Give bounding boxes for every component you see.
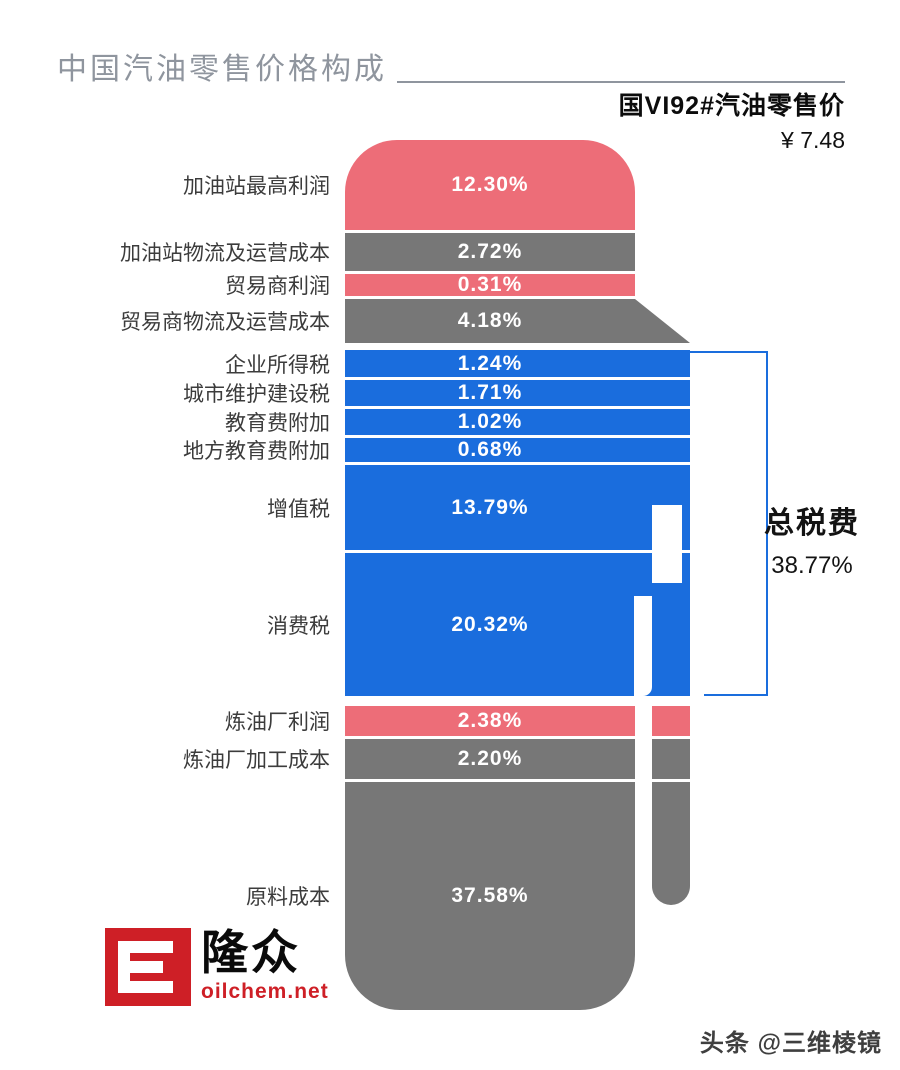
title-underline bbox=[397, 81, 845, 83]
bar-segment: 2.20% bbox=[345, 739, 635, 779]
segment-value: 1.71% bbox=[457, 381, 523, 404]
bar-segment: 1.02% bbox=[345, 409, 690, 435]
segment-label: 地方教育费附加 bbox=[183, 440, 330, 463]
bracket-vertical-line bbox=[766, 351, 768, 696]
segment-value: 0.31% bbox=[457, 273, 523, 296]
credit-watermark: 头条 @三维棱镜 bbox=[699, 1030, 882, 1057]
chart-row: 炼油厂加工成本 2.20% bbox=[0, 739, 900, 779]
segment-label: 消费税 bbox=[267, 614, 330, 638]
bracket-bottom-tick bbox=[704, 694, 768, 696]
total-tax-value: 38.77% bbox=[771, 552, 853, 579]
pump-handle-notch bbox=[652, 505, 682, 583]
chart-row: 地方教育费附加 0.68% bbox=[0, 438, 900, 463]
bar-segment: 4.18% bbox=[345, 299, 635, 343]
segment-value: 13.79% bbox=[451, 495, 529, 519]
segment-label: 加油站最高利润 bbox=[183, 175, 330, 198]
segment-label: 企业所得税 bbox=[225, 353, 330, 377]
product-name: 国VI92#汽油零售价 bbox=[618, 92, 845, 120]
segment-value: 4.18% bbox=[457, 309, 523, 332]
segment-label: 炼油厂加工成本 bbox=[183, 749, 330, 772]
pump-shoulder-shape bbox=[635, 299, 690, 343]
retail-price: ¥ 7.48 bbox=[781, 127, 845, 153]
chart-row: 加油站物流及运营成本 2.72% bbox=[0, 233, 900, 271]
title-bar: 中国汽油零售价格构成 bbox=[57, 44, 845, 88]
page-title: 中国汽油零售价格构成 bbox=[57, 53, 387, 86]
segment-label: 教育费附加 bbox=[225, 412, 330, 435]
segment-value: 1.02% bbox=[457, 410, 523, 433]
pump-bar: 加油站最高利润 12.30% 加油站物流及运营成本 2.72% 贸易商利润 0.31% 贸易… bbox=[0, 140, 900, 1010]
chart-row: 贸易商利润 0.31% bbox=[0, 273, 900, 298]
total-tax-annotation: 总税费 38.77% bbox=[752, 498, 872, 580]
bar-segment: 1.24% bbox=[345, 350, 690, 377]
segment-value: 2.72% bbox=[457, 240, 523, 263]
price-header: 国VI92#汽油零售价 ¥ 7.48 bbox=[619, 86, 845, 154]
segment-value: 1.24% bbox=[457, 351, 523, 375]
segment-label: 原料成本 bbox=[246, 886, 330, 909]
total-tax-label: 总税费 bbox=[764, 507, 860, 540]
bar-segment: 37.58% bbox=[345, 782, 635, 1010]
oilchem-logo-text: 隆众 oilchem.net bbox=[201, 928, 329, 1004]
segment-value: 0.68% bbox=[457, 438, 523, 461]
chart-row: 增值税 13.79% bbox=[0, 465, 900, 550]
segment-value: 12.30% bbox=[451, 173, 529, 196]
segment-label: 城市维护建设税 bbox=[183, 383, 330, 406]
segment-label: 贸易商利润 bbox=[225, 275, 330, 298]
segment-label: 加油站物流及运营成本 bbox=[120, 242, 330, 265]
chart-row: 炼油厂利润 2.38% bbox=[0, 706, 900, 736]
bar-segment: 0.31% bbox=[345, 273, 635, 296]
segment-value: 2.20% bbox=[457, 747, 523, 770]
pump-hose-gap bbox=[634, 596, 652, 696]
segment-label: 贸易商物流及运营成本 bbox=[120, 311, 330, 334]
chart-row: 企业所得税 1.24% bbox=[0, 350, 900, 377]
bracket-top-tick bbox=[690, 351, 768, 353]
segment-value: 37.58% bbox=[451, 884, 529, 907]
chart-row: 教育费附加 1.02% bbox=[0, 409, 900, 435]
segment-value: 2.38% bbox=[457, 709, 523, 732]
chart-row: 贸易商物流及运营成本 4.18% bbox=[0, 299, 900, 343]
logo-name: 隆众 bbox=[201, 926, 301, 979]
oilchem-logo: 隆众 oilchem.net bbox=[105, 928, 329, 1006]
bar-segment: 2.72% bbox=[345, 233, 635, 271]
chart-row: 原料成本 37.58% bbox=[0, 782, 900, 1010]
bar-segment: 20.32% bbox=[345, 553, 690, 696]
segment-label: 增值税 bbox=[267, 497, 330, 521]
logo-site: oilchem.net bbox=[201, 980, 329, 1004]
pump-hose-end bbox=[652, 782, 690, 905]
chart-row: 加油站最高利润 12.30% bbox=[0, 140, 900, 230]
bar-segment: 12.30% bbox=[345, 140, 635, 230]
chart-row: 消费税 20.32% bbox=[0, 553, 900, 696]
segment-label: 炼油厂利润 bbox=[225, 711, 330, 734]
pump-hose-segment-gray bbox=[652, 739, 690, 779]
oilchem-logo-icon bbox=[105, 928, 191, 1006]
bar-segment: 2.38% bbox=[345, 706, 635, 736]
bar-segment: 0.68% bbox=[345, 438, 690, 462]
pump-hose-segment-pink bbox=[652, 706, 690, 736]
bar-segment: 13.79% bbox=[345, 465, 690, 550]
chart-row: 城市维护建设税 1.71% bbox=[0, 380, 900, 406]
bar-segment: 1.71% bbox=[345, 380, 690, 406]
segment-value: 20.32% bbox=[451, 612, 529, 636]
